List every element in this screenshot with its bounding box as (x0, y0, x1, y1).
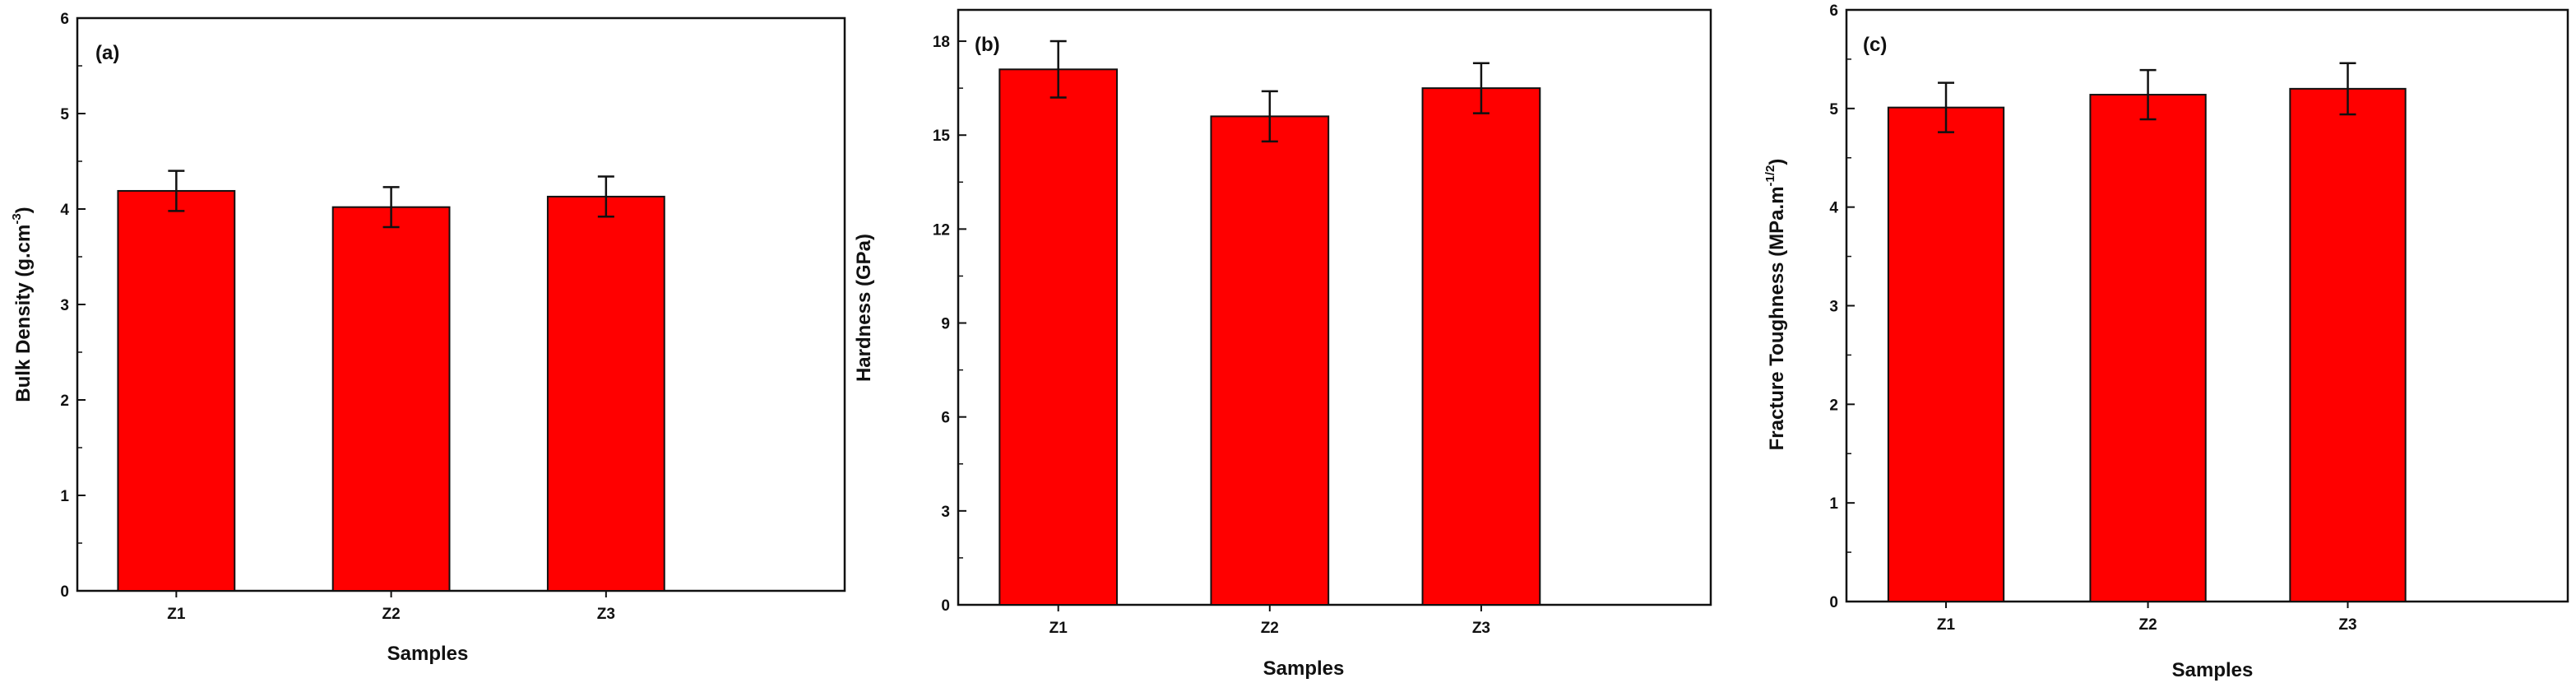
bar-group (117, 170, 665, 592)
x-axis-title: Samples (2172, 659, 2254, 681)
y-tick-label: 2 (60, 393, 69, 410)
y-tick-label: 9 (941, 316, 950, 333)
x-tick-label: Z3 (2338, 616, 2356, 634)
bar-Z3 (546, 195, 665, 592)
y-axis-title-superscript: -1/2 (1763, 165, 1777, 187)
chart-panel-c: (c) 0 1 2 3 4 5 6 Z1 Z2 Z3 Samples Fracture Toug… (1763, 2, 2569, 681)
bar-Z2 (1210, 115, 1330, 606)
y-axis-title-main: Bulk Density (g.cm (12, 225, 35, 402)
bar-group (998, 39, 1541, 606)
y-axis-title-end: ) (1766, 159, 1788, 165)
x-tick-label: Z1 (1937, 616, 1956, 634)
y-axis-title-main: Hardness (GPa) (853, 234, 875, 382)
x-tick-label: Z1 (167, 606, 186, 623)
bar-Z2 (331, 206, 451, 592)
y-tick-label: 15 (933, 128, 951, 145)
panel-label: (b) (975, 34, 1000, 56)
x-tick-label: Z2 (382, 606, 401, 623)
y-axis-title: Bulk Density (g.cm-3) (10, 207, 35, 402)
y-axis: 0 1 2 3 4 5 6 (60, 11, 86, 601)
y-axis: 0 3 6 9 12 15 18 (933, 34, 966, 615)
x-tick-label: Z2 (2138, 616, 2157, 634)
y-tick-label: 12 (933, 221, 950, 239)
x-axis: Z1 Z2 Z3 (167, 591, 615, 623)
bar-Z3 (2289, 87, 2407, 603)
bar-Z2 (2089, 94, 2207, 603)
y-tick-label: 2 (1829, 397, 1838, 414)
x-tick-label: Z3 (1472, 620, 1490, 637)
y-tick-label: 0 (1829, 594, 1838, 611)
y-axis-title-main: Fracture Toughness (MPa.m (1766, 186, 1788, 450)
x-axis-title: Samples (1263, 657, 1345, 680)
bar-Z1 (1887, 106, 2005, 602)
y-axis-title-superscript: -3 (10, 213, 24, 224)
x-axis-title: Samples (387, 643, 469, 665)
panel-label: (a) (95, 42, 119, 64)
y-tick-label: 6 (941, 410, 950, 427)
chart-panel-a: (a) 0 1 2 3 4 5 6 Z1 Z2 Z3 Samples Bulk Density … (10, 11, 846, 665)
panel-label: (c) (1863, 34, 1887, 56)
x-tick-label: Z3 (597, 606, 615, 623)
y-axis: 0 1 2 3 4 5 6 (1829, 2, 1855, 611)
x-axis: Z1 Z2 Z3 (1937, 602, 2357, 634)
y-tick-label: 1 (1829, 495, 1838, 513)
y-tick-label: 6 (60, 11, 69, 28)
plot-frame (957, 8, 1712, 606)
x-axis: Z1 Z2 Z3 (1049, 605, 1490, 637)
y-axis-title: Fracture Toughness (MPa.m-1/2) (1763, 159, 1788, 451)
y-tick-label: 5 (1829, 101, 1838, 118)
x-tick-label: Z1 (1049, 620, 1068, 637)
y-tick-label: 4 (1829, 200, 1838, 217)
y-tick-label: 5 (60, 106, 69, 123)
y-tick-label: 0 (941, 597, 950, 615)
y-tick-label: 6 (1829, 2, 1838, 20)
bar-group (1887, 62, 2407, 603)
y-axis-title: Hardness (GPa) (853, 234, 875, 382)
y-tick-label: 4 (60, 202, 69, 219)
y-tick-label: 18 (933, 34, 950, 51)
chart-panel-b: (b) 0 3 6 9 12 15 18 Z1 Z2 Z3 Samples Hardness (… (853, 8, 1712, 680)
bar-Z1 (117, 189, 236, 592)
y-tick-label: 1 (60, 488, 69, 505)
y-tick-label: 3 (60, 297, 69, 314)
y-tick-label: 3 (1829, 299, 1838, 316)
y-tick-label: 3 (941, 504, 950, 521)
y-tick-label: 0 (60, 583, 69, 601)
y-axis-title-end: ) (12, 207, 35, 213)
bar-Z1 (998, 68, 1119, 606)
bar-Z3 (1421, 87, 1541, 606)
x-tick-label: Z2 (1261, 620, 1279, 637)
